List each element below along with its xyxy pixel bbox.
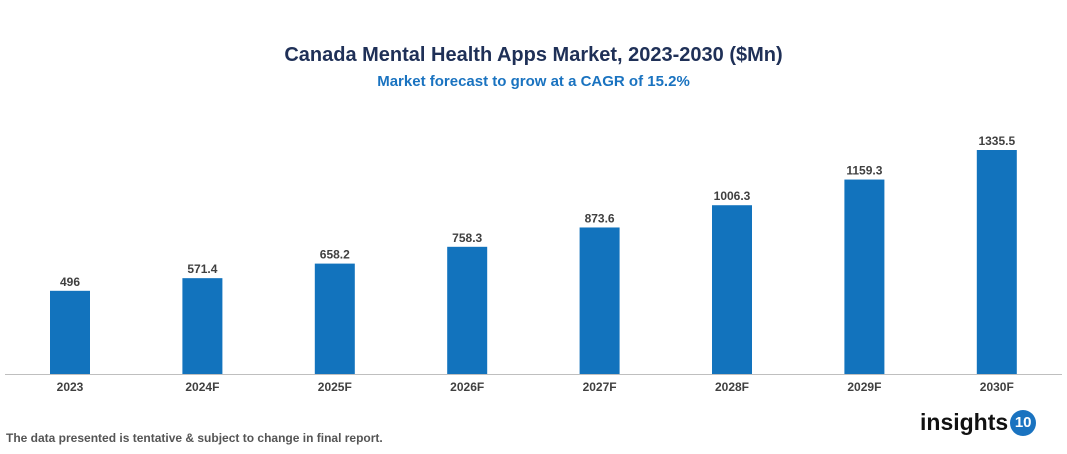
bar [976,150,1017,374]
x-tick-label: 2023 [57,380,84,394]
disclaimer-note: The data presented is tentative & subjec… [6,431,383,445]
data-label: 571.4 [187,262,217,276]
chart-title: Canada Mental Health Apps Market, 2023-2… [284,44,783,66]
data-label: 758.3 [452,231,482,245]
bar [314,263,355,374]
bar [447,246,488,374]
data-label: 1159.3 [846,164,882,178]
logo-text: insights [920,409,1009,435]
data-label: 1335.5 [978,134,1015,148]
x-tick-label: 2029F [847,380,881,394]
data-label: 496 [60,275,80,289]
logo-badge: 10 [1010,409,1037,436]
x-tick-label: 2028F [715,380,749,394]
bar [50,290,90,374]
x-tick-label: 2026F [450,380,484,394]
x-tick-label: 2024F [185,380,219,394]
chart-subtitle: Market forecast to grow at a CAGR of 15.… [377,73,690,90]
bar [182,278,223,374]
data-label: 658.2 [320,248,350,262]
bar [579,227,620,374]
data-label: 873.6 [585,211,615,225]
x-tick-label: 2025F [318,380,352,394]
bar [844,179,885,374]
bar [712,205,752,374]
data-label: 1006.3 [714,189,751,203]
insights10-logo: insights 10 [920,409,1037,436]
x-tick-label: 2027F [583,380,617,394]
x-tick-label: 2030F [980,380,1014,394]
